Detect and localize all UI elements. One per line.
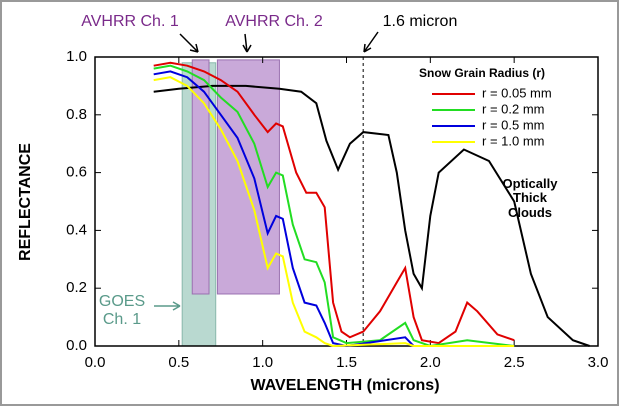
y-tick-label: 0.0 [66,337,87,354]
band [191,59,210,295]
cloud-label: Optically Thick Clouds [502,176,558,220]
y-tick-label: 0.2 [66,279,87,296]
series-line [153,76,515,348]
y-tick-label: 1.0 [66,48,87,65]
chart-svg: WAVELENGTH (microns) REFLECTANCE AVHRR C… [17,13,609,394]
x-tick-label: 2.0 [420,354,441,371]
legend-label: r = 0.05 mm [482,85,552,100]
x-tick-label: 3.0 [588,354,609,371]
y-tick-label: 0.4 [66,221,87,238]
y-axis-title: REFLECTANCE [17,143,34,261]
goes-label: GOES Ch. 1 [98,293,146,328]
x-tick-label: 2.5 [504,354,525,371]
band-label: AVHRR Ch. 1 [81,13,179,30]
x-tick-label: 1.5 [336,354,357,371]
cloud-line [153,84,590,347]
series-line [153,61,515,345]
y-tick-label: 0.8 [66,106,87,123]
series-line [153,64,515,348]
x-tick-label: 1.0 [252,354,273,371]
band-label: AVHRR Ch. 2 [225,13,323,30]
legend-label: r = 0.2 mm [482,101,545,116]
x-tick-label: 0.0 [85,354,106,371]
legend-title: Snow Grain Radius (r) [419,66,545,80]
y-tick-label: 0.6 [66,164,87,181]
arrows [154,31,379,311]
band [216,59,280,295]
x-axis-title: WAVELENGTH (microns) [250,377,439,394]
marker-label: 1.6 micron [383,13,458,30]
legend-label: r = 0.5 mm [482,117,545,132]
legend-label: r = 1.0 mm [482,133,545,148]
x-tick-label: 0.5 [168,354,189,371]
